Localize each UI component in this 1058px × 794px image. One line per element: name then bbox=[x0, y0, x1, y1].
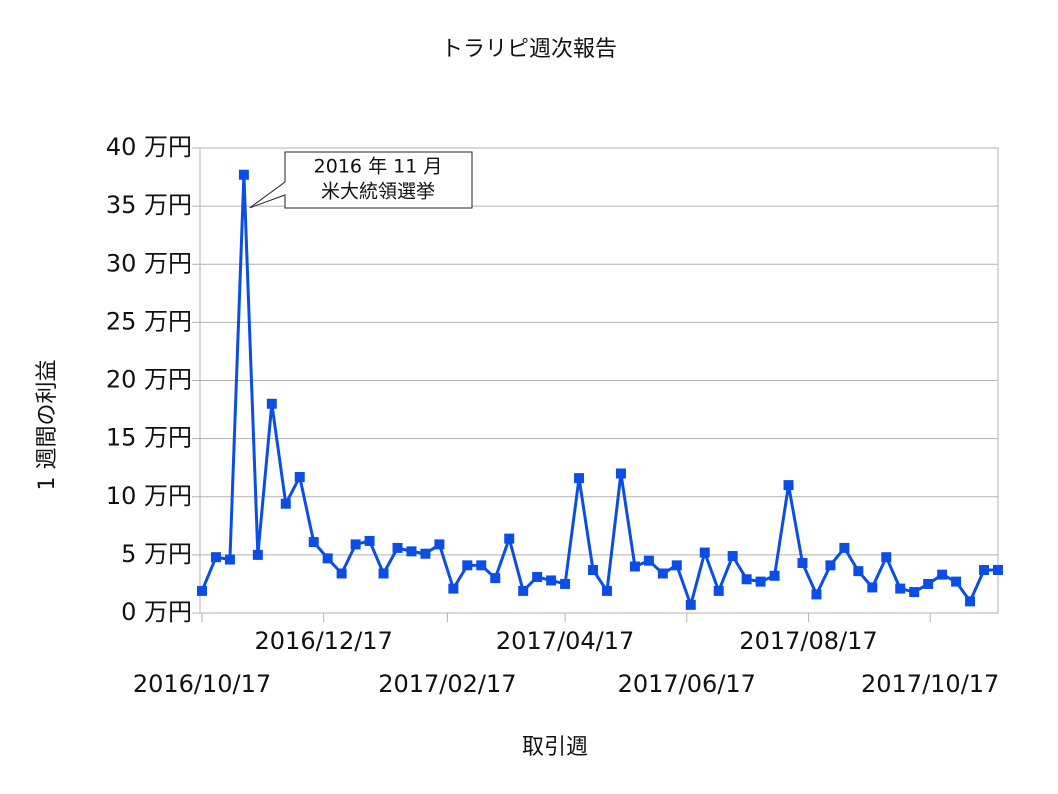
annotation-text: 2016 年 11 月 bbox=[314, 156, 443, 178]
y-tick-label: 5 万円 bbox=[121, 540, 192, 568]
point bbox=[308, 537, 319, 548]
y-tick-label: 15 万円 bbox=[106, 424, 192, 452]
point bbox=[965, 596, 976, 607]
point bbox=[755, 576, 766, 587]
point bbox=[392, 542, 403, 553]
point bbox=[588, 564, 599, 575]
point bbox=[741, 574, 752, 585]
point bbox=[462, 560, 473, 571]
point bbox=[574, 473, 585, 484]
point bbox=[811, 589, 822, 600]
point bbox=[699, 547, 710, 558]
point bbox=[671, 560, 682, 571]
point bbox=[504, 533, 515, 544]
point bbox=[560, 578, 571, 589]
point bbox=[657, 568, 668, 579]
x-tick-label: 2017/02/17 bbox=[378, 670, 516, 698]
point bbox=[825, 560, 836, 571]
point bbox=[839, 542, 850, 553]
point bbox=[448, 583, 459, 594]
y-axis-title: 1 週間の利益 bbox=[35, 360, 60, 491]
point bbox=[895, 583, 906, 594]
point bbox=[923, 578, 934, 589]
point bbox=[615, 468, 626, 479]
point bbox=[224, 554, 235, 565]
point bbox=[643, 555, 654, 566]
point bbox=[280, 498, 291, 509]
point bbox=[867, 582, 878, 593]
y-tick-label: 10 万円 bbox=[106, 482, 192, 510]
point bbox=[252, 549, 263, 560]
point bbox=[797, 558, 808, 569]
y-tick-label: 35 万円 bbox=[106, 191, 192, 219]
point bbox=[532, 571, 543, 582]
point bbox=[769, 570, 780, 581]
point bbox=[378, 568, 389, 579]
annotation-box bbox=[249, 151, 473, 209]
x-tick-label: 2017/08/17 bbox=[739, 627, 877, 655]
point bbox=[518, 585, 529, 596]
point bbox=[937, 569, 948, 580]
point bbox=[434, 539, 445, 550]
point bbox=[993, 564, 1003, 575]
point bbox=[909, 587, 920, 598]
point bbox=[322, 553, 333, 564]
y-tick-label: 20 万円 bbox=[106, 366, 192, 394]
point bbox=[476, 560, 487, 571]
point bbox=[420, 548, 431, 559]
point bbox=[266, 398, 277, 409]
x-tick-label: 2017/10/17 bbox=[861, 670, 999, 698]
x-axis-title: 取引週 bbox=[522, 735, 588, 760]
y-tick-label: 0 万円 bbox=[121, 598, 192, 626]
point bbox=[546, 575, 557, 586]
point bbox=[364, 535, 375, 546]
point bbox=[951, 576, 962, 587]
point bbox=[685, 599, 696, 610]
x-tick-label: 2017/06/17 bbox=[618, 670, 756, 698]
point bbox=[210, 552, 221, 563]
point bbox=[336, 568, 347, 579]
y-tick-label: 25 万円 bbox=[106, 307, 192, 335]
annotation-text: 米大統領選挙 bbox=[321, 181, 435, 203]
x-tick-label: 2017/04/17 bbox=[496, 627, 634, 655]
point bbox=[853, 566, 864, 577]
point bbox=[406, 546, 417, 557]
point bbox=[979, 564, 990, 575]
point bbox=[238, 169, 249, 180]
point bbox=[601, 585, 612, 596]
x-tick-label: 2016/10/17 bbox=[133, 670, 271, 698]
point bbox=[881, 552, 892, 563]
point bbox=[196, 585, 207, 596]
x-tick-label: 2016/12/17 bbox=[255, 627, 393, 655]
point bbox=[783, 480, 794, 491]
y-tick-label: 40 万円 bbox=[106, 133, 192, 161]
y-tick-label: 30 万円 bbox=[106, 249, 192, 277]
point bbox=[629, 561, 640, 572]
chart-title: トラリピ週次報告 bbox=[441, 37, 617, 62]
point bbox=[350, 539, 361, 550]
point bbox=[713, 585, 724, 596]
plot-border bbox=[199, 147, 999, 614]
point bbox=[727, 551, 738, 562]
point bbox=[294, 471, 305, 482]
series-line bbox=[200, 173, 998, 607]
point bbox=[490, 573, 501, 584]
